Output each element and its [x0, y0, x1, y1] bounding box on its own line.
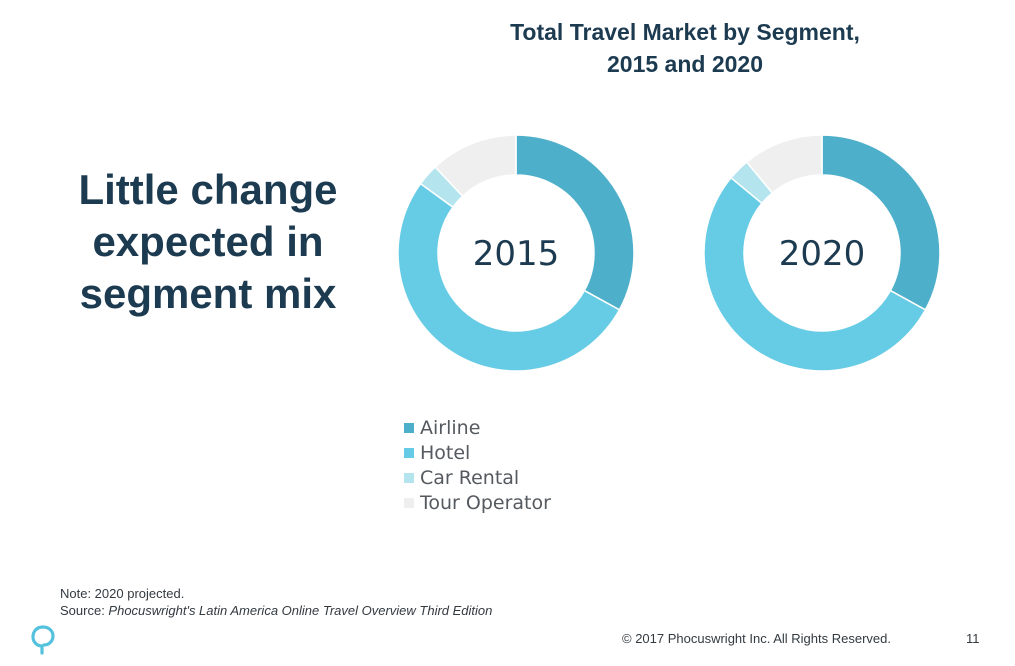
headline-line-3: segment mix	[79, 270, 337, 317]
donut-chart-2020: 2020	[703, 134, 941, 372]
legend-item-hotel: Hotel	[404, 440, 664, 465]
slide-headline: Little change expected in segment mix	[40, 164, 376, 320]
legend-item-car-rental: Car Rental	[404, 465, 664, 490]
donut-slice-2020-hotel	[703, 176, 927, 372]
chart-title: Total Travel Market by Segment, 2015 and…	[470, 16, 900, 80]
legend-swatch-hotel	[404, 447, 414, 458]
phocuswright-logo-icon	[31, 625, 55, 655]
source-prefix: Source:	[60, 603, 109, 618]
donut-chart-2015: 2015	[397, 134, 635, 372]
chart-title-line-2: 2015 and 2020	[606, 51, 763, 77]
legend-swatch-car-rental	[404, 472, 414, 483]
copyright-text: © 2017 Phocuswright Inc. All Rights Rese…	[622, 631, 891, 646]
donut-slice-2015-hotel	[397, 182, 621, 372]
source-title: Phocuswright's Latin America Online Trav…	[108, 603, 493, 618]
footnote-note: Note: 2020 projected.	[60, 586, 185, 601]
donut-center-label-2020: 2020	[779, 234, 866, 274]
legend-item-airline: Airline	[404, 415, 664, 440]
donut-slice-2020-airline	[821, 134, 941, 311]
donut-center-label-2015: 2015	[473, 234, 560, 274]
headline-line-1: Little change	[78, 166, 338, 213]
headline-line-2: expected in	[92, 218, 324, 265]
donut-slice-2015-airline	[515, 134, 635, 311]
chart-title-line-1: Total Travel Market by Segment,	[510, 19, 860, 45]
chart-legend: Airline Hotel Car Rental Tour Operator	[404, 415, 664, 515]
legend-swatch-tour-operator	[404, 497, 414, 508]
page-number: 11	[966, 631, 980, 646]
footnote-source: Source: Phocuswright's Latin America Onl…	[60, 602, 492, 619]
donut-slice-2015-tour-operator	[434, 134, 517, 198]
legend-swatch-airline	[404, 422, 414, 433]
donut-slice-2020-tour-operator	[745, 134, 823, 194]
legend-label-hotel: Hotel	[420, 441, 471, 464]
legend-label-car-rental: Car Rental	[420, 466, 520, 489]
legend-item-tour-operator: Tour Operator	[404, 490, 664, 515]
footnote: Note: 2020 projected. Source: Phocuswrig…	[60, 585, 492, 619]
legend-label-airline: Airline	[420, 416, 481, 439]
legend-label-tour-operator: Tour Operator	[420, 491, 551, 514]
